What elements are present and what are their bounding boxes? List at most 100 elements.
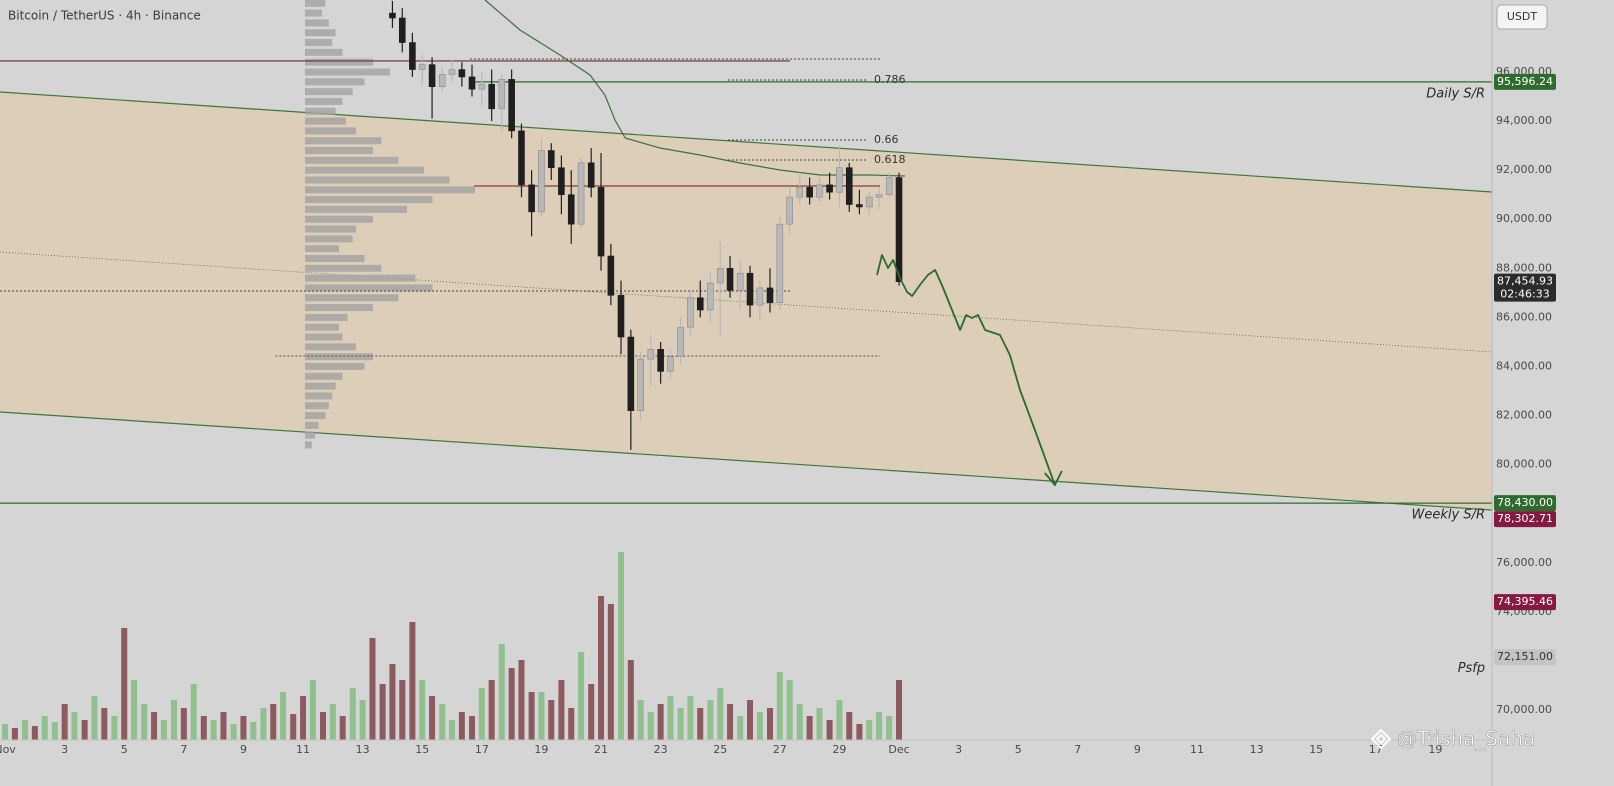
volume-bar (766, 708, 773, 740)
volume-bar (707, 700, 714, 740)
volume-bar (2, 724, 9, 740)
profile-bar (305, 362, 365, 370)
volume-bar (101, 708, 108, 740)
candle-body (389, 12, 396, 19)
volume-bar (488, 680, 495, 740)
candle-body (845, 167, 853, 205)
volume-bar (647, 712, 654, 740)
volume-bar (41, 716, 48, 740)
channel-upper (0, 91, 1492, 193)
profile-bar (305, 147, 373, 155)
sr-label: Weekly S/R (1412, 508, 1485, 523)
volume-bar (31, 726, 38, 740)
price-tag (1494, 73, 1556, 90)
volume-bar (141, 704, 148, 740)
candle-body (418, 64, 426, 70)
volume-bar (826, 720, 833, 740)
x-tick-label: 19 (534, 743, 548, 756)
volume-bar (180, 708, 187, 740)
profile-bar (305, 343, 356, 351)
profile-bar (305, 235, 353, 243)
currency-button[interactable]: USDT (1496, 4, 1548, 30)
candle-body (627, 336, 635, 411)
y-tick-label: 92,000.00 (1496, 163, 1552, 176)
watermark-text: @Trisha_Saha (1397, 727, 1535, 751)
x-tick-label: 21 (594, 743, 608, 756)
candle-body (766, 287, 774, 303)
candle-body (667, 356, 674, 372)
profile-bar (305, 58, 373, 66)
volume-bar (667, 696, 674, 740)
y-tick-label: 70,000.00 (1496, 703, 1552, 716)
volume-bar (687, 696, 694, 740)
x-tick-label: 17 (475, 743, 489, 756)
profile-bar (305, 215, 373, 223)
volume-bar (290, 714, 297, 740)
volume-bar (151, 712, 158, 740)
volume-bar (160, 720, 167, 740)
x-tick-label: Dec (888, 743, 909, 756)
candle-body (687, 297, 694, 328)
volume-bar (866, 720, 873, 740)
profile-bar (305, 392, 333, 400)
profile-bar (305, 441, 312, 449)
volume-bar (627, 660, 634, 740)
volume-bar (389, 664, 396, 740)
candle-body (518, 130, 525, 186)
volume-bar (518, 660, 525, 740)
profile-bar (305, 39, 333, 47)
price-tag-countdown: 02:46:33 (1500, 288, 1549, 301)
volume-bar (51, 722, 58, 740)
x-tick-label: 15 (415, 743, 429, 756)
volume-bar (876, 712, 883, 740)
candle-body (409, 42, 416, 70)
x-tick-label: 13 (1250, 743, 1264, 756)
volume-bar (230, 724, 237, 740)
profile-bar (305, 19, 329, 27)
candle-body (587, 162, 595, 188)
volume-bar (71, 712, 78, 740)
profile-bar (305, 48, 343, 56)
candle-body (746, 272, 754, 306)
profile-bar (305, 431, 316, 439)
candle-body (438, 74, 446, 88)
volume-bar (250, 722, 257, 740)
volume-bar (280, 692, 287, 740)
candle-body (707, 282, 714, 311)
y-tick-label: 76,000.00 (1496, 556, 1552, 569)
profile-bar (305, 196, 433, 204)
volume-bar (697, 708, 704, 740)
candle-body (468, 76, 476, 90)
plot-area (0, 0, 1492, 740)
volume-bar (806, 716, 813, 740)
y-tick-label: 80,000.00 (1496, 458, 1552, 471)
candle-body (488, 83, 495, 110)
volume-bar (756, 712, 763, 740)
candle-body (856, 204, 863, 208)
volume-bar (816, 708, 823, 740)
volume-bar (538, 692, 545, 740)
volume-bar (399, 680, 406, 740)
candle-body (478, 83, 486, 90)
candle-body (538, 150, 545, 213)
volume-bar (637, 700, 644, 740)
candle-body (716, 268, 724, 284)
volume-bar (22, 720, 29, 740)
candle-body (875, 194, 883, 198)
y-tick-label: 82,000.00 (1496, 409, 1552, 422)
button-label[interactable]: USDT (1507, 10, 1538, 23)
profile-bar (305, 166, 424, 174)
candle-body (895, 177, 903, 282)
profile-bar (305, 372, 343, 380)
volume-bar (300, 696, 307, 740)
x-tick-label: 25 (713, 743, 727, 756)
candle-body (885, 177, 893, 195)
x-tick-label: 11 (296, 743, 310, 756)
button-frame[interactable] (1496, 4, 1548, 30)
volume-bar (578, 652, 585, 740)
candle-body (577, 162, 585, 225)
candle-body (508, 79, 515, 132)
price-tag (1494, 594, 1556, 611)
x-tick-label: 9 (1134, 743, 1141, 756)
